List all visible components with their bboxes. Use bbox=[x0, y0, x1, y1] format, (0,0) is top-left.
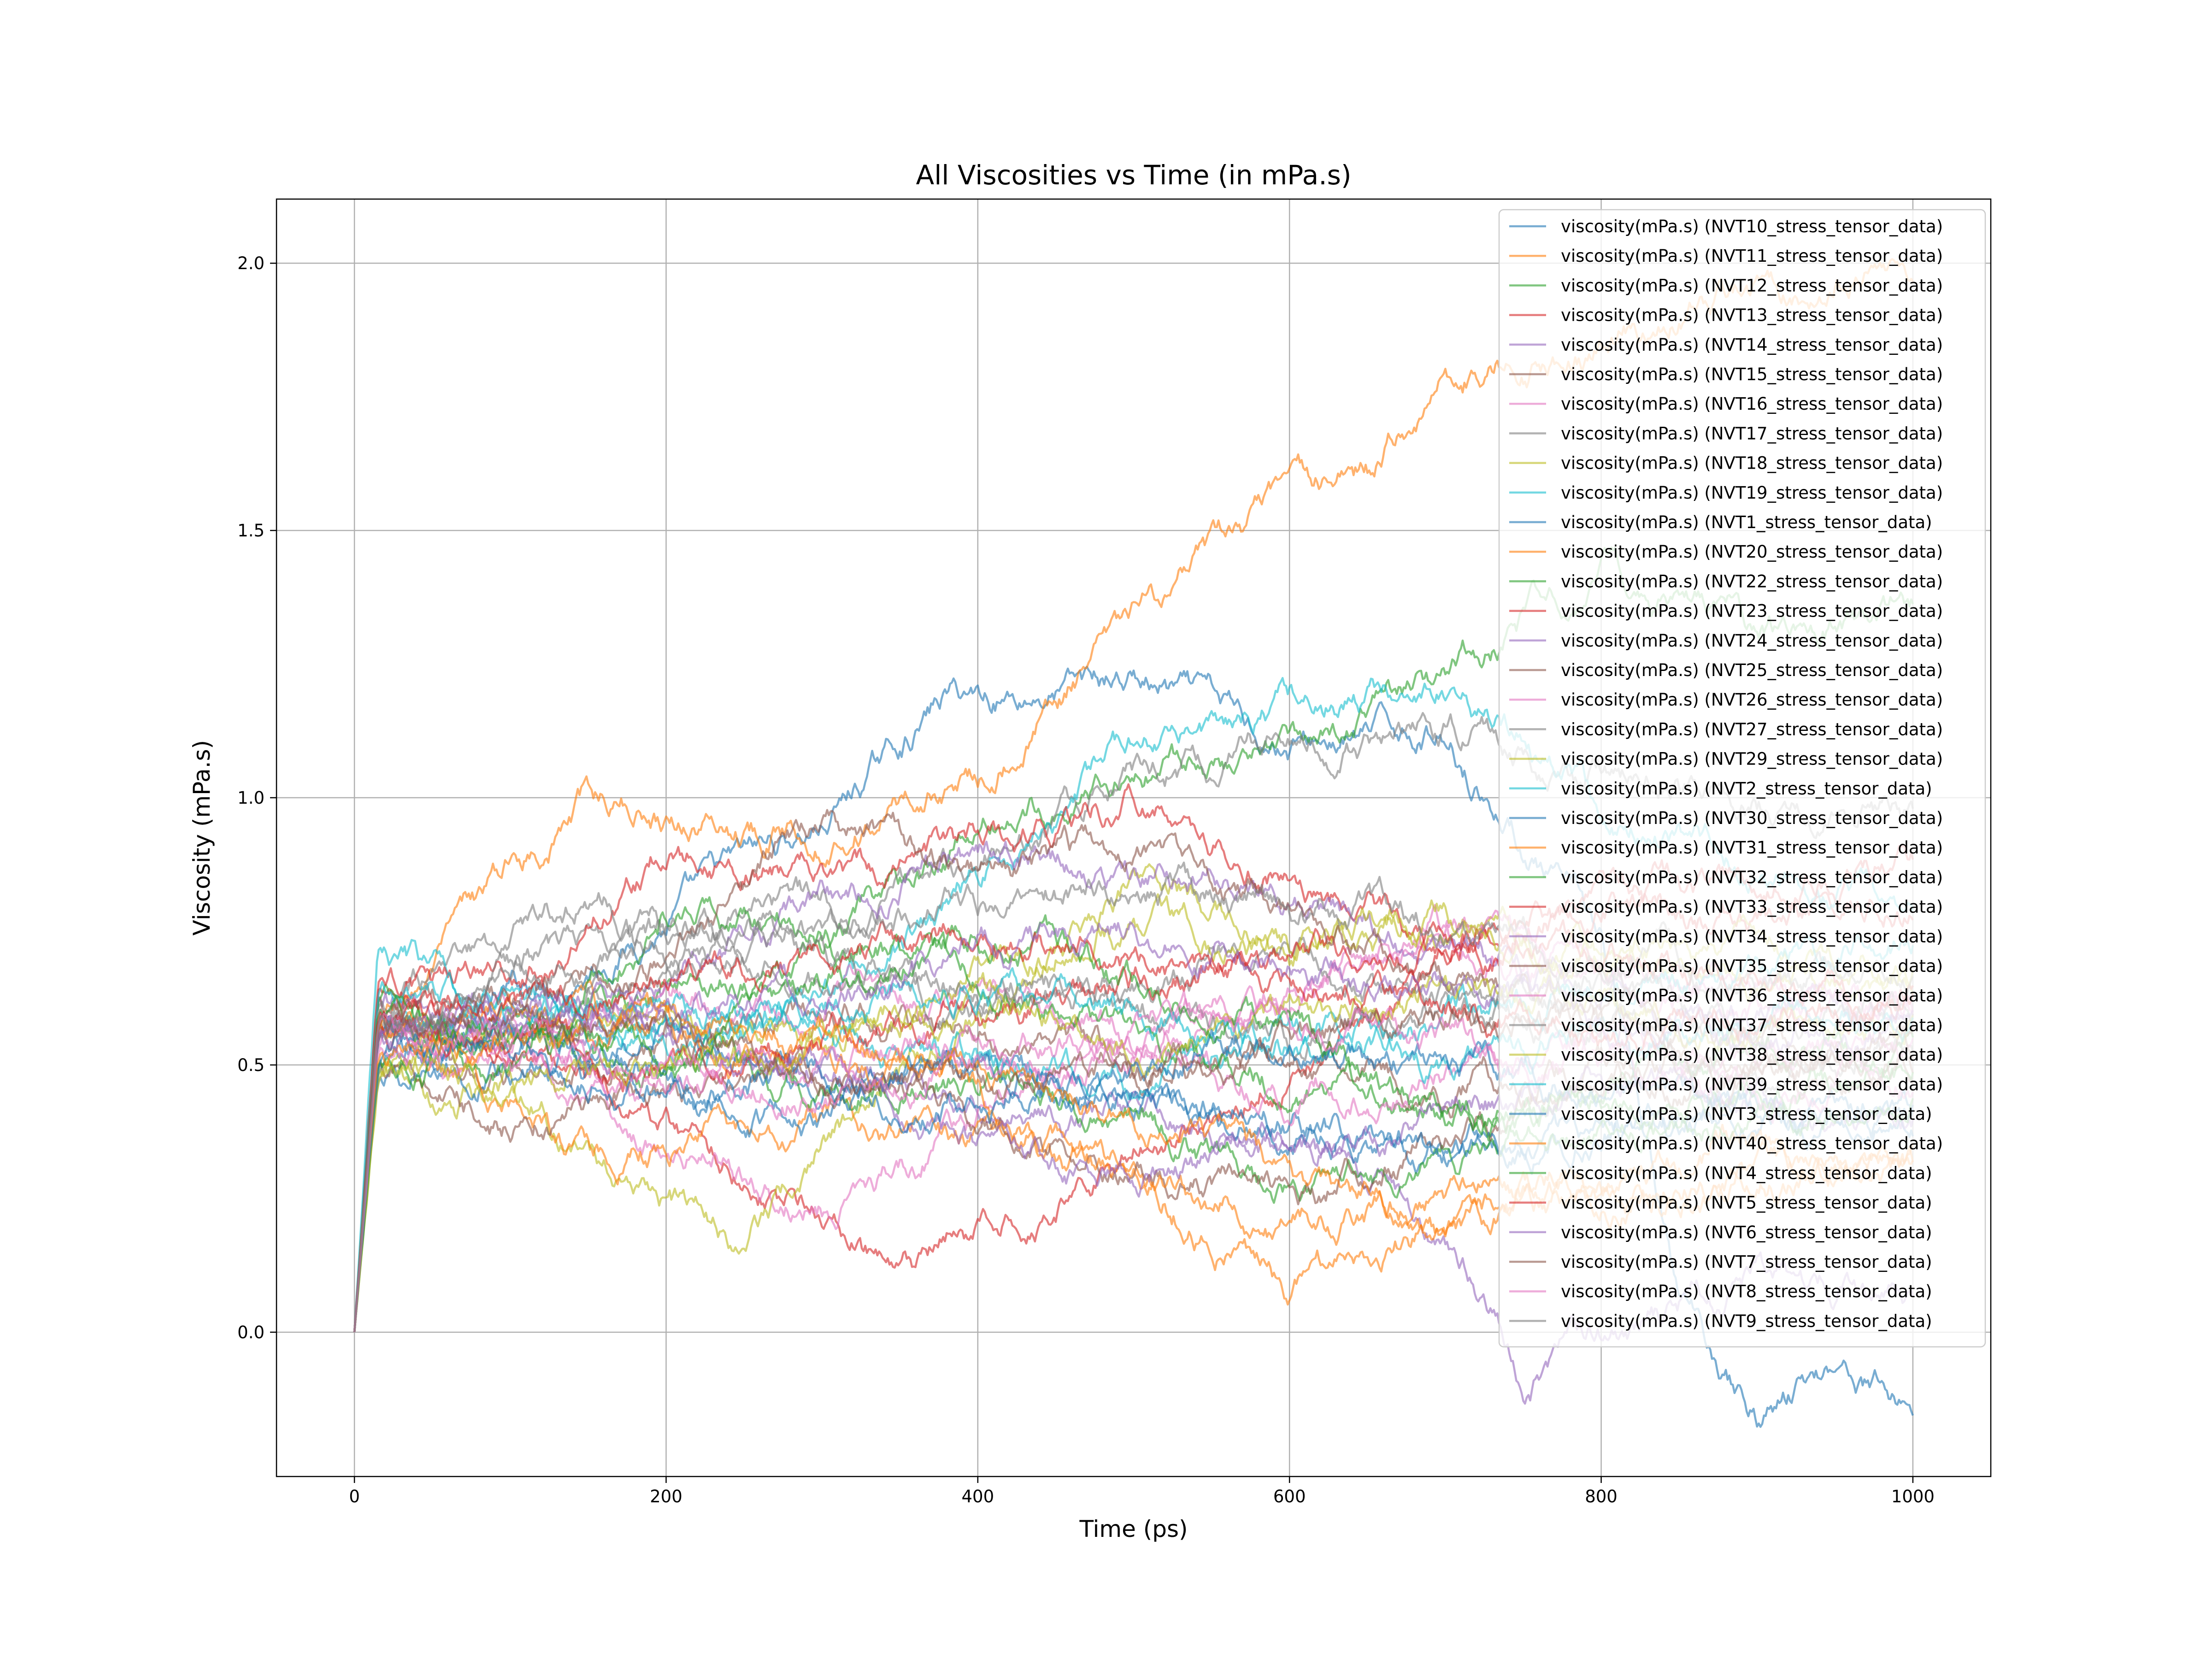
legend-entry: viscosity(mPa.s) (NVT8_stress_tensor_dat… bbox=[1561, 1282, 1932, 1301]
legend-entry: viscosity(mPa.s) (NVT26_stress_tensor_da… bbox=[1561, 690, 1943, 710]
legend-entry: viscosity(mPa.s) (NVT39_stress_tensor_da… bbox=[1561, 1075, 1943, 1094]
legend-entry: viscosity(mPa.s) (NVT29_stress_tensor_da… bbox=[1561, 749, 1943, 769]
x-tick-label: 0 bbox=[349, 1487, 360, 1506]
legend-entry: viscosity(mPa.s) (NVT10_stress_tensor_da… bbox=[1561, 217, 1943, 236]
legend-entry: viscosity(mPa.s) (NVT27_stress_tensor_da… bbox=[1561, 719, 1943, 739]
legend-entry: viscosity(mPa.s) (NVT17_stress_tensor_da… bbox=[1561, 424, 1943, 443]
legend-entry: viscosity(mPa.s) (NVT38_stress_tensor_da… bbox=[1561, 1045, 1943, 1065]
legend-entry: viscosity(mPa.s) (NVT20_stress_tensor_da… bbox=[1561, 542, 1943, 562]
legend-entry: viscosity(mPa.s) (NVT36_stress_tensor_da… bbox=[1561, 986, 1943, 1006]
legend-entry: viscosity(mPa.s) (NVT16_stress_tensor_da… bbox=[1561, 394, 1943, 414]
legend-entry: viscosity(mPa.s) (NVT37_stress_tensor_da… bbox=[1561, 1015, 1943, 1035]
y-tick-label: 2.0 bbox=[237, 253, 265, 273]
y-axis-label: Viscosity (mPa.s) bbox=[188, 740, 215, 935]
legend-entry: viscosity(mPa.s) (NVT14_stress_tensor_da… bbox=[1561, 335, 1943, 355]
legend-entry: viscosity(mPa.s) (NVT25_stress_tensor_da… bbox=[1561, 660, 1943, 680]
x-tick-label: 800 bbox=[1585, 1487, 1618, 1506]
x-tick-label: 1000 bbox=[1891, 1487, 1935, 1506]
legend-entry: viscosity(mPa.s) (NVT11_stress_tensor_da… bbox=[1561, 246, 1943, 266]
legend-entry: viscosity(mPa.s) (NVT24_stress_tensor_da… bbox=[1561, 631, 1943, 651]
legend-entry: viscosity(mPa.s) (NVT12_stress_tensor_da… bbox=[1561, 276, 1943, 295]
legend-entry: viscosity(mPa.s) (NVT1_stress_tensor_dat… bbox=[1561, 512, 1932, 532]
legend-entry: viscosity(mPa.s) (NVT30_stress_tensor_da… bbox=[1561, 808, 1943, 828]
legend-entry: viscosity(mPa.s) (NVT9_stress_tensor_dat… bbox=[1561, 1311, 1932, 1331]
legend-entry: viscosity(mPa.s) (NVT32_stress_tensor_da… bbox=[1561, 867, 1943, 887]
legend-entry: viscosity(mPa.s) (NVT15_stress_tensor_da… bbox=[1561, 365, 1943, 384]
x-tick-label: 600 bbox=[1273, 1487, 1306, 1506]
legend-entry: viscosity(mPa.s) (NVT18_stress_tensor_da… bbox=[1561, 453, 1943, 473]
legend-entry: viscosity(mPa.s) (NVT6_stress_tensor_dat… bbox=[1561, 1223, 1932, 1242]
y-tick-label: 1.5 bbox=[237, 521, 265, 541]
x-tick-label: 200 bbox=[650, 1487, 682, 1506]
legend-entry: viscosity(mPa.s) (NVT35_stress_tensor_da… bbox=[1561, 956, 1943, 976]
y-tick-label: 0.5 bbox=[237, 1055, 265, 1075]
y-tick-label: 1.0 bbox=[237, 788, 265, 808]
axis-ticks: 0 200 400 600 800 1000 0.0 0.5 1.0 1.5 2.0 bbox=[237, 253, 1935, 1506]
y-tick-label: 0.0 bbox=[237, 1323, 265, 1342]
plot-frame bbox=[276, 198, 1992, 1477]
legend-entry: viscosity(mPa.s) (NVT5_stress_tensor_dat… bbox=[1561, 1193, 1932, 1213]
legend-box bbox=[1498, 209, 1986, 1347]
legend-entry: viscosity(mPa.s) (NVT40_stress_tensor_da… bbox=[1561, 1134, 1943, 1153]
legend-entry: viscosity(mPa.s) (NVT3_stress_tensor_dat… bbox=[1561, 1104, 1932, 1124]
legend-entry: viscosity(mPa.s) (NVT4_stress_tensor_dat… bbox=[1561, 1163, 1932, 1183]
legend-entry: viscosity(mPa.s) (NVT13_stress_tensor_da… bbox=[1561, 306, 1943, 325]
x-tick-label: 400 bbox=[962, 1487, 994, 1506]
legend-entry: viscosity(mPa.s) (NVT34_stress_tensor_da… bbox=[1561, 927, 1943, 947]
legend-entry: viscosity(mPa.s) (NVT22_stress_tensor_da… bbox=[1561, 571, 1943, 591]
legend: viscosity(mPa.s) (NVT10_stress_tensor_da… bbox=[1498, 209, 1986, 1347]
legend-entry: viscosity(mPa.s) (NVT33_stress_tensor_da… bbox=[1561, 897, 1943, 917]
legend-entry: viscosity(mPa.s) (NVT2_stress_tensor_dat… bbox=[1561, 779, 1932, 799]
legend-entry: viscosity(mPa.s) (NVT31_stress_tensor_da… bbox=[1561, 838, 1943, 858]
legend-entry: viscosity(mPa.s) (NVT23_stress_tensor_da… bbox=[1561, 601, 1943, 621]
x-axis-label: Time (ps) bbox=[1079, 1516, 1188, 1542]
legend-entry: viscosity(mPa.s) (NVT7_stress_tensor_dat… bbox=[1561, 1252, 1932, 1272]
legend-entry: viscosity(mPa.s) (NVT19_stress_tensor_da… bbox=[1561, 483, 1943, 503]
chart-title: All Viscosities vs Time (in mPa.s) bbox=[916, 159, 1352, 191]
